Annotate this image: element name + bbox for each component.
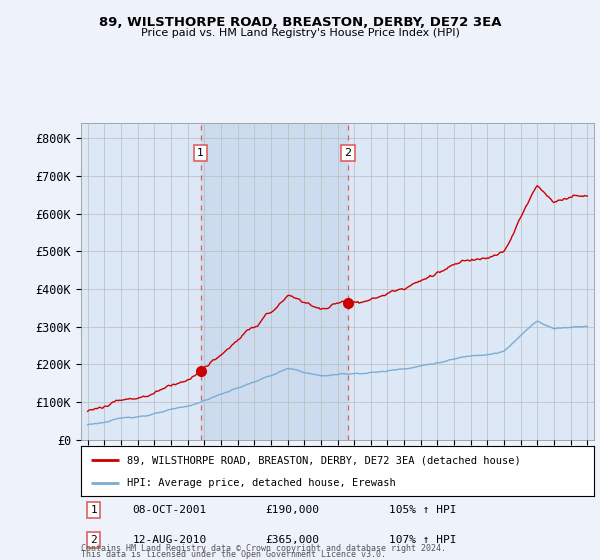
- Text: 12-AUG-2010: 12-AUG-2010: [133, 535, 206, 545]
- Text: £365,000: £365,000: [266, 535, 320, 545]
- Text: £190,000: £190,000: [266, 505, 320, 515]
- Bar: [201, 123, 348, 440]
- Text: HPI: Average price, detached house, Erewash: HPI: Average price, detached house, Erew…: [127, 478, 396, 488]
- Text: Contains HM Land Registry data © Crown copyright and database right 2024.: Contains HM Land Registry data © Crown c…: [81, 544, 446, 553]
- Text: 89, WILSTHORPE ROAD, BREASTON, DERBY, DE72 3EA (detached house): 89, WILSTHORPE ROAD, BREASTON, DERBY, DE…: [127, 455, 521, 465]
- Text: 2: 2: [91, 535, 97, 545]
- Text: This data is licensed under the Open Government Licence v3.0.: This data is licensed under the Open Gov…: [81, 550, 386, 559]
- Text: 08-OCT-2001: 08-OCT-2001: [133, 505, 206, 515]
- Text: Price paid vs. HM Land Registry's House Price Index (HPI): Price paid vs. HM Land Registry's House …: [140, 28, 460, 38]
- Text: 105% ↑ HPI: 105% ↑ HPI: [389, 505, 457, 515]
- Text: 2: 2: [344, 148, 352, 158]
- Text: 89, WILSTHORPE ROAD, BREASTON, DERBY, DE72 3EA: 89, WILSTHORPE ROAD, BREASTON, DERBY, DE…: [99, 16, 501, 29]
- Text: 1: 1: [91, 505, 97, 515]
- Text: 1: 1: [197, 148, 204, 158]
- Text: 107% ↑ HPI: 107% ↑ HPI: [389, 535, 457, 545]
